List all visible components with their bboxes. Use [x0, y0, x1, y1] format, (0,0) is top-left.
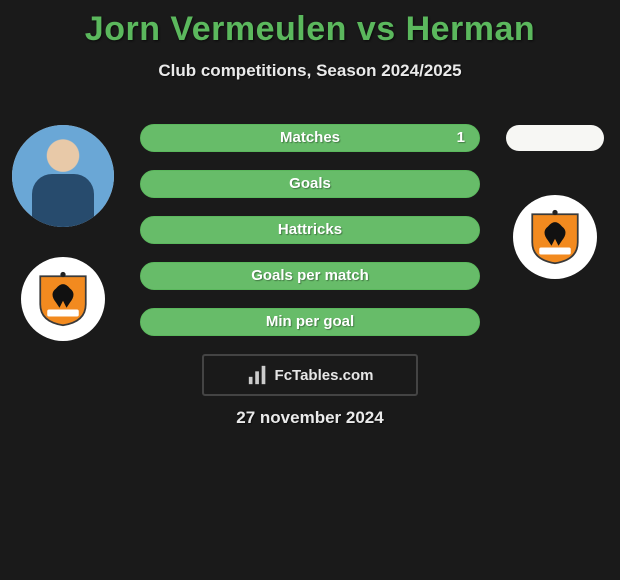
bar-chart-icon — [247, 364, 269, 386]
stat-row-goals-per-match: Goals per match — [140, 262, 480, 290]
subtitle: Club competitions, Season 2024/2025 — [0, 61, 620, 81]
stat-label: Goals per match — [251, 267, 369, 284]
shield-icon — [36, 271, 90, 327]
stat-row-hattricks: Hattricks — [140, 216, 480, 244]
date-label: 27 november 2024 — [0, 408, 620, 428]
stat-label: Matches — [280, 129, 340, 146]
stat-row-goals: Goals — [140, 170, 480, 198]
page-title: Jorn Vermeulen vs Herman — [0, 0, 620, 49]
left-club-crest — [21, 257, 105, 341]
stat-label: Goals — [289, 175, 331, 192]
watermark: FcTables.com — [202, 354, 418, 396]
right-player-avatar-placeholder — [506, 125, 604, 151]
watermark-label: FcTables.com — [275, 367, 374, 384]
player-photo-placeholder — [12, 125, 114, 227]
stat-right-value: 1 — [457, 125, 465, 151]
stat-row-matches: Matches 1 — [140, 124, 480, 152]
stat-label: Min per goal — [266, 313, 354, 330]
stat-row-min-per-goal: Min per goal — [140, 308, 480, 336]
stats-list: Matches 1 Goals Hattricks Goals per matc… — [140, 124, 480, 336]
right-player-column — [500, 125, 610, 279]
right-club-crest — [513, 195, 597, 279]
shield-icon — [528, 209, 582, 265]
left-player-column — [8, 125, 118, 341]
left-player-avatar — [12, 125, 114, 227]
stat-label: Hattricks — [278, 221, 342, 238]
